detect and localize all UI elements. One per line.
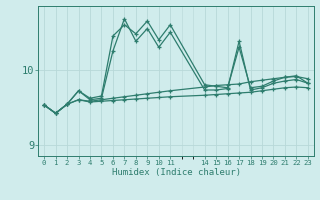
X-axis label: Humidex (Indice chaleur): Humidex (Indice chaleur) — [111, 168, 241, 177]
